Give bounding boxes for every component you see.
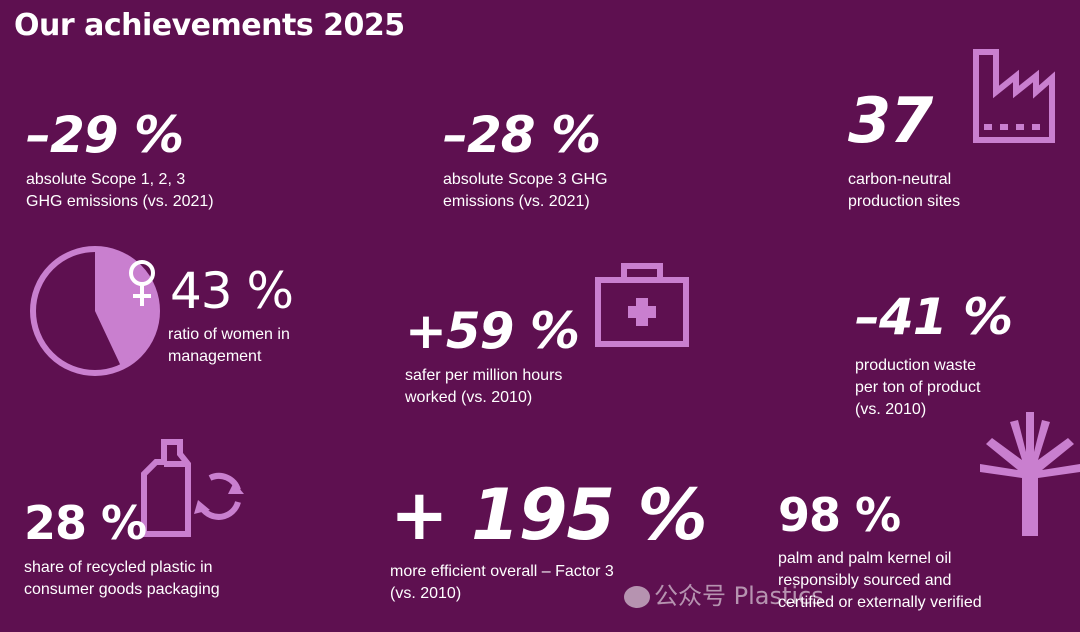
- wechat-icon: [624, 586, 650, 608]
- watermark: 公众号 Plastics: [624, 576, 824, 611]
- stat-carbon-neutral-value: 37: [848, 84, 933, 157]
- stat-women-description: ratio of women in management: [168, 326, 290, 365]
- stat-recycled-value: 28 %: [24, 496, 147, 550]
- stat-carbon-neutral-description: carbon-neutral production sites: [848, 171, 961, 210]
- page-title: Our achievements 2025: [14, 8, 405, 43]
- stat-scope3-description: absolute Scope 3 GHG emissions (vs. 2021…: [443, 171, 608, 210]
- factory-icon: [973, 49, 1055, 143]
- stat-safety-description: safer per million hours worked (vs. 2010…: [405, 367, 563, 406]
- stat-safety-value: +59 %: [405, 302, 580, 360]
- recycled-bottle-icon: [141, 439, 244, 537]
- stat-waste-description: production waste per ton of product (vs.…: [855, 357, 981, 418]
- stat-women-value: 43 %: [170, 262, 294, 320]
- pie-remainder-slice: [32, 249, 122, 373]
- stat-efficiency-description: more efficient overall – Factor 3 (vs. 2…: [390, 563, 614, 602]
- stat-scope3-value: –28 %: [443, 106, 601, 164]
- stat-waste-value: –41 %: [855, 288, 1013, 346]
- pie-chart-icon: [30, 246, 160, 376]
- stat-scope123-description: absolute Scope 1, 2, 3 GHG emissions (vs…: [26, 171, 214, 210]
- watermark-text: 公众号 Plastics: [654, 582, 824, 610]
- stat-palm-oil-description: palm and palm kernel oil responsibly sou…: [778, 550, 982, 611]
- stat-recycled-description: share of recycled plastic in consumer go…: [24, 559, 220, 598]
- stat-scope123-value: –29 %: [26, 106, 184, 164]
- palm-tree-icon: [980, 412, 1080, 536]
- female-symbol-icon: [129, 260, 155, 306]
- stat-efficiency-value: + 195 %: [390, 474, 708, 556]
- first-aid-kit-icon: [595, 263, 689, 347]
- stat-palm-oil-value: 98 %: [778, 488, 901, 542]
